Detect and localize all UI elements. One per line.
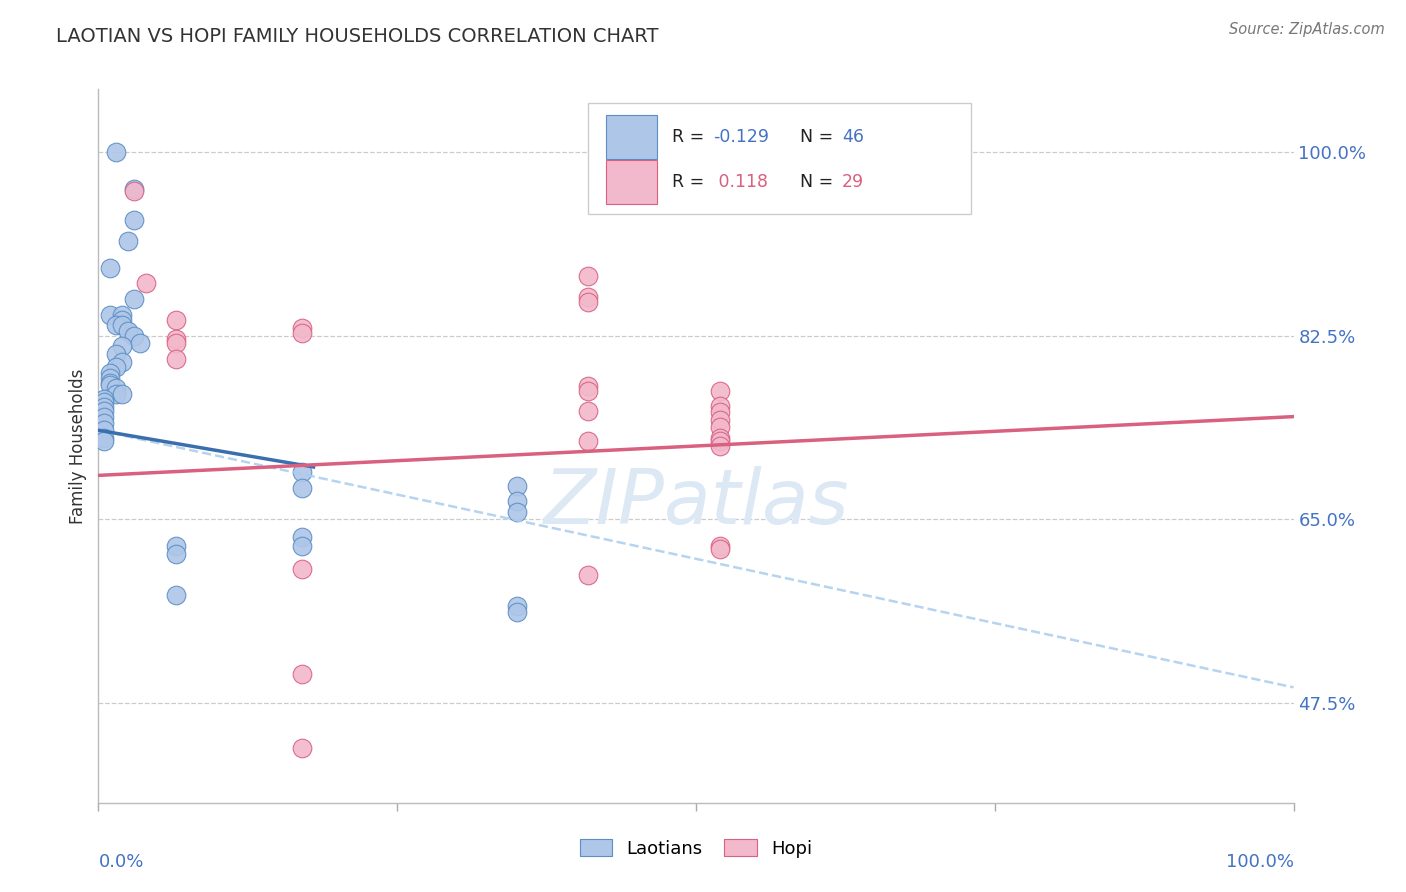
Point [291,321,314,335]
Point [291,530,314,544]
Text: 100.0%: 100.0% [1226,853,1294,871]
Text: 0.118: 0.118 [713,173,768,191]
Point [105,386,128,401]
Point [93,431,115,445]
Text: 29: 29 [842,173,863,191]
Point [124,292,146,306]
Point [124,328,146,343]
Point [98,371,122,385]
Point [111,339,134,353]
Point [124,213,146,227]
Text: LAOTIAN VS HOPI FAMILY HOUSEHOLDS CORRELATION CHART: LAOTIAN VS HOPI FAMILY HOUSEHOLDS CORREL… [56,27,659,45]
Point [93,395,115,409]
Point [291,481,314,495]
Point [506,599,529,613]
Point [117,235,139,249]
Point [93,409,115,424]
Point [165,313,187,327]
Text: -0.129: -0.129 [713,128,769,146]
Point [578,384,600,399]
Point [578,290,600,304]
Point [165,539,187,553]
Point [98,378,122,392]
Point [98,260,122,275]
Point [111,386,134,401]
Point [291,465,314,479]
Text: N =: N = [789,173,839,191]
Point [98,366,122,380]
Point [111,318,134,333]
Point [165,588,187,602]
Point [105,145,128,160]
Point [578,295,600,310]
Point [578,379,600,393]
Point [506,479,529,493]
Y-axis label: Family Households: Family Households [69,368,87,524]
Point [578,568,600,582]
Point [135,277,157,291]
Point [111,313,134,327]
Point [506,493,529,508]
Text: ZIPatlas: ZIPatlas [543,467,849,540]
Point [93,423,115,437]
Point [105,346,128,360]
Point [117,324,139,338]
Point [93,400,115,414]
Point [165,351,187,366]
Legend: Laotians, Hopi: Laotians, Hopi [572,832,820,865]
Point [165,547,187,561]
Point [165,336,187,351]
Point [709,405,731,419]
Text: 46: 46 [842,128,863,146]
Point [291,562,314,576]
Point [709,384,731,399]
Point [291,326,314,340]
Point [124,182,146,196]
Point [291,539,314,553]
Point [291,741,314,756]
Point [111,355,134,369]
Point [506,505,529,519]
Point [105,318,128,333]
Point [506,605,529,619]
Point [709,539,731,553]
Point [291,666,314,681]
Point [709,431,731,445]
Point [578,268,600,283]
Point [98,376,122,390]
Text: N =: N = [789,128,839,146]
Point [709,399,731,413]
Point [105,381,128,395]
FancyBboxPatch shape [589,103,972,214]
Text: Source: ZipAtlas.com: Source: ZipAtlas.com [1229,22,1385,37]
Point [93,434,115,448]
Text: 0.0%: 0.0% [98,853,143,871]
Text: R =: R = [672,128,710,146]
Point [124,184,146,198]
Point [111,308,134,322]
Point [709,439,731,453]
Point [98,308,122,322]
Point [93,404,115,418]
Point [93,416,115,430]
Point [709,413,731,427]
Point [578,434,600,448]
FancyBboxPatch shape [606,160,657,204]
Point [709,434,731,448]
Point [709,420,731,434]
Point [129,336,152,351]
Point [93,392,115,406]
Text: R =: R = [672,173,710,191]
FancyBboxPatch shape [606,115,657,159]
Point [165,332,187,346]
Point [709,541,731,556]
Point [105,360,128,375]
Point [578,404,600,418]
